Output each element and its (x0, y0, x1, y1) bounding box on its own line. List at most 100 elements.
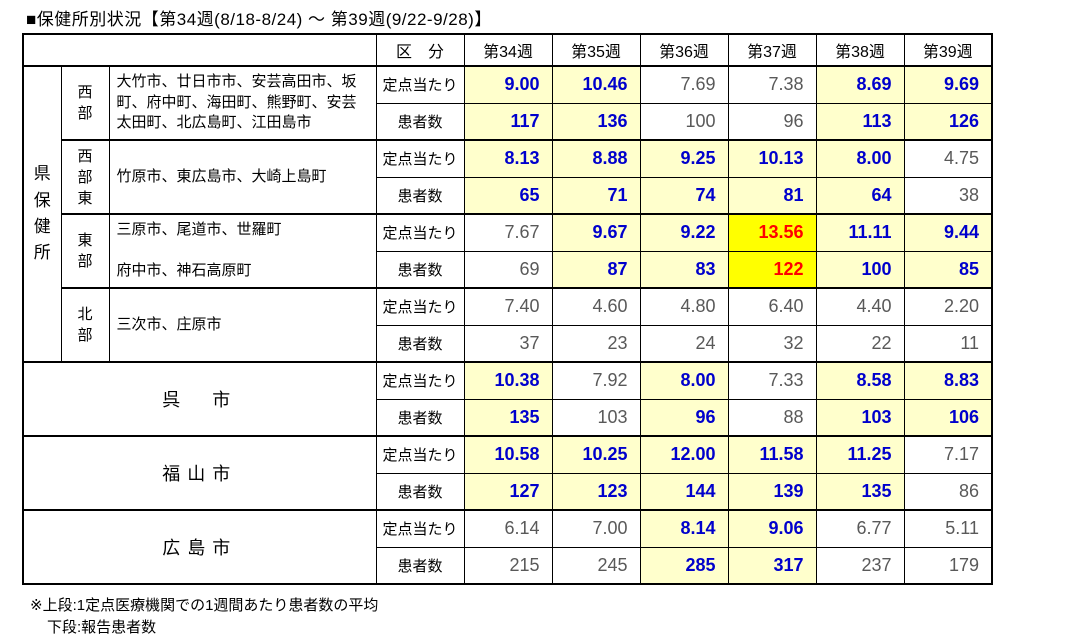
value-cell: 8.13 (463, 139, 553, 178)
value-cell: 6.14 (463, 509, 553, 548)
row-label: 定点当たり (375, 509, 465, 548)
group-label-hiroshima: 広島市 (22, 509, 377, 585)
column-header-week39: 第39週 (903, 33, 993, 67)
value-cell: 11.58 (727, 435, 817, 474)
value-cell: 96 (727, 102, 817, 141)
footnote-line-lower: 下段:報告患者数 (47, 618, 157, 636)
value-cell: 126 (903, 102, 993, 141)
column-header-week37: 第37週 (727, 33, 817, 67)
municipalities-west: 大竹市、廿日市市、安芸高田市、坂町、府中町、海田町、熊野町、安芸太田町、北広島町… (108, 65, 377, 141)
value-cell: 10.58 (463, 435, 553, 474)
table-row-east-lower: 患者数 69 87 83 122 100 85 (23, 250, 993, 289)
value-cell: 9.06 (727, 509, 817, 548)
value-cell: 237 (815, 546, 905, 585)
value-cell: 317 (727, 546, 817, 585)
value-cell: 10.46 (551, 65, 641, 104)
column-header-week36: 第36週 (639, 33, 729, 67)
page: ■保健所別状況【第34週(8/18-8/24) ～ 第39週(9/22-9/28… (0, 5, 1082, 638)
table-row-westeast-upper: 西部東 竹原市、東広島市、大崎上島町 定点当たり 8.13 8.88 9.25 … (23, 139, 993, 215)
row-label: 患者数 (375, 102, 465, 141)
value-cell: 65 (463, 176, 553, 215)
column-header-week34: 第34週 (463, 33, 553, 67)
value-cell: 12.00 (639, 435, 729, 474)
value-cell: 8.88 (551, 139, 641, 178)
value-cell: 136 (551, 102, 641, 141)
value-cell: 103 (815, 398, 905, 437)
region-label-east: 東部 (60, 213, 110, 289)
value-cell: 9.67 (551, 213, 641, 252)
row-label: 定点当たり (375, 213, 465, 252)
table-row-hiroshima-upper: 広島市 定点当たり 6.14 7.00 8.14 9.06 6.77 5.11 (22, 509, 993, 585)
table-row-west-lower: 患者数 117 136 100 96 113 126 (23, 102, 993, 141)
row-label: 患者数 (375, 398, 465, 437)
table-row-fukuyama-upper: 福山市 定点当たり 10.58 10.25 12.00 11.58 11.25 … (22, 435, 993, 511)
health-center-table: 区 分 第34週 第35週 第36週 第37週 第38週 第39週 県保健所 西… (22, 33, 993, 585)
value-cell: 71 (551, 176, 641, 215)
value-cell: 135 (815, 472, 905, 511)
value-cell: 87 (551, 250, 641, 289)
value-cell: 127 (463, 472, 553, 511)
value-cell: 69 (463, 250, 553, 289)
value-cell: 81 (727, 176, 817, 215)
row-label: 患者数 (375, 546, 465, 585)
group-label-prefectural: 県保健所 (22, 65, 62, 363)
group-label-kure: 呉 市 (22, 361, 377, 437)
municipalities-west-east: 竹原市、東広島市、大崎上島町 (108, 139, 377, 215)
table-row-west-upper: 県保健所 西部 大竹市、廿日市市、安芸高田市、坂町、府中町、海田町、熊野町、安芸… (22, 65, 993, 363)
value-cell: 85 (903, 250, 993, 289)
value-cell: 122 (727, 250, 817, 289)
value-cell: 179 (903, 546, 993, 585)
value-cell: 7.40 (463, 287, 553, 326)
value-cell: 113 (815, 102, 905, 141)
value-cell: 83 (639, 250, 729, 289)
value-cell: 8.00 (815, 139, 905, 178)
value-cell: 23 (551, 324, 641, 363)
value-cell: 9.44 (903, 213, 993, 252)
value-cell: 4.75 (903, 139, 993, 178)
value-cell: 38 (903, 176, 993, 215)
row-label: 患者数 (375, 250, 465, 289)
value-cell: 64 (815, 176, 905, 215)
value-cell: 86 (903, 472, 993, 511)
value-cell: 22 (815, 324, 905, 363)
value-cell: 123 (551, 472, 641, 511)
value-cell: 11.11 (815, 213, 905, 252)
value-cell: 10.25 (551, 435, 641, 474)
value-cell: 6.40 (727, 287, 817, 326)
value-cell: 4.80 (639, 287, 729, 326)
footnote-line-upper: ※上段:1定点医療機関での1週間あたり患者数の平均 (30, 597, 379, 614)
value-cell: 32 (727, 324, 817, 363)
value-cell: 9.69 (903, 65, 993, 104)
value-cell: 135 (463, 398, 553, 437)
table-row-north-lower: 患者数 37 23 24 32 22 11 (23, 324, 993, 363)
value-cell: 7.33 (727, 361, 817, 400)
row-label: 定点当たり (375, 435, 465, 474)
header-row: 区 分 第34週 第35週 第36週 第37週 第38週 第39週 (22, 33, 993, 67)
value-cell: 100 (639, 102, 729, 141)
value-cell: 13.56 (727, 213, 817, 252)
prefectural-label: 県保健所 (33, 164, 51, 263)
value-cell: 6.77 (815, 509, 905, 548)
row-label: 定点当たり (375, 287, 465, 326)
row-label: 定点当たり (375, 139, 465, 178)
column-header-week38: 第38週 (815, 33, 905, 67)
value-cell: 96 (639, 398, 729, 437)
region-label-west-east: 西部東 (60, 139, 110, 215)
table-row-westeast-lower: 患者数 65 71 74 81 64 38 (23, 176, 993, 215)
column-header-week35: 第35週 (551, 33, 641, 67)
table-row-east-upper: 東部 三原市、尾道市、世羅町 府中市、神石高原町 定点当たり 7.67 9.67… (23, 213, 993, 289)
value-cell: 8.69 (815, 65, 905, 104)
value-cell: 8.58 (815, 361, 905, 400)
value-cell: 2.20 (903, 287, 993, 326)
table-row-kure-upper: 呉 市 定点当たり 10.38 7.92 8.00 7.33 8.58 8.83 (22, 361, 993, 437)
value-cell: 139 (727, 472, 817, 511)
value-cell: 103 (551, 398, 641, 437)
value-cell: 7.38 (727, 65, 817, 104)
value-cell: 11 (903, 324, 993, 363)
value-cell: 245 (551, 546, 641, 585)
value-cell: 9.00 (463, 65, 553, 104)
value-cell: 7.67 (463, 213, 553, 252)
value-cell: 7.69 (639, 65, 729, 104)
row-label: 定点当たり (375, 361, 465, 400)
value-cell: 100 (815, 250, 905, 289)
